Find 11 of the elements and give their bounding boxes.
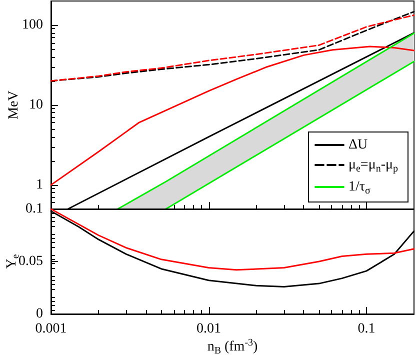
y-tick-label: 0.1 bbox=[26, 202, 43, 216]
y-axis-title: MeV bbox=[6, 90, 22, 120]
x-tick-label: 0.01 bbox=[196, 322, 222, 336]
y-tick-label: 1 bbox=[36, 177, 43, 192]
y-tick-label: 0 bbox=[36, 306, 43, 322]
x-tick-label: 0.001 bbox=[35, 322, 67, 336]
y-tick-label: 0.05 bbox=[18, 254, 43, 269]
legend-label: ΔU bbox=[348, 138, 368, 152]
y-tick-label: 100 bbox=[22, 18, 43, 33]
y-tick-label: 10 bbox=[29, 98, 43, 112]
x-tick-label: 0.1 bbox=[358, 322, 376, 336]
